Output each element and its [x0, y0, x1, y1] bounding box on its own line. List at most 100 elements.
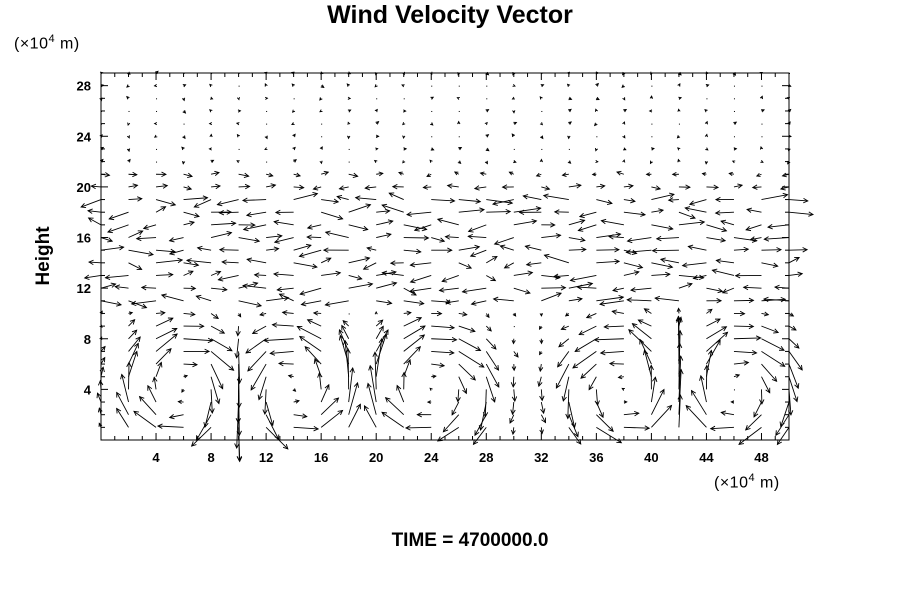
arrow-head — [493, 240, 500, 246]
vector-arrow — [217, 199, 239, 206]
arrow-head — [457, 160, 462, 164]
vector-dot — [513, 326, 515, 328]
vector-arrow — [651, 262, 673, 268]
arrow-head — [131, 329, 138, 336]
vector-arrow — [367, 247, 377, 251]
vector-arrow — [588, 376, 597, 390]
arrow-head — [230, 220, 237, 227]
arrow-head — [319, 160, 323, 165]
arrow-head — [557, 361, 563, 368]
arrow-head — [116, 301, 123, 307]
arrow-head — [572, 363, 578, 369]
arrow-head — [478, 425, 485, 431]
vector-arrow — [266, 297, 289, 302]
arrow-head — [141, 303, 148, 309]
arrow-head — [585, 313, 592, 319]
vector-dot — [761, 123, 763, 125]
arrow-head — [484, 160, 488, 165]
vector-arrow — [543, 195, 569, 200]
vector-dot — [348, 161, 350, 163]
y-tick-label: 12 — [77, 281, 91, 296]
vector-arrow — [706, 326, 727, 340]
vector-arrow — [254, 274, 267, 276]
arrow-head — [132, 183, 139, 189]
vector-arrow — [238, 237, 260, 242]
vector-arrow — [761, 313, 769, 316]
vector-arrow — [128, 300, 147, 309]
vector-arrow — [375, 326, 384, 339]
vector-arrow — [525, 245, 542, 251]
arrow-head — [192, 361, 198, 368]
arrow-head — [524, 244, 531, 250]
arrow-head — [458, 146, 463, 151]
time-readout: TIME = 4700000.0 — [391, 530, 549, 551]
arrow-head — [236, 402, 242, 409]
arrow-head — [485, 313, 490, 319]
arrow-head — [789, 312, 795, 317]
vector-arrow — [512, 401, 515, 415]
vector-arrow — [788, 338, 800, 349]
arrow-head — [388, 192, 395, 198]
vector-arrow — [273, 273, 294, 276]
arrow-head — [746, 207, 752, 213]
vector-arrow — [325, 231, 349, 238]
arrow-head — [539, 122, 544, 126]
arrow-head — [525, 261, 532, 267]
arrow-head — [538, 325, 543, 330]
vector-arrow — [596, 414, 614, 432]
vector-arrow — [157, 425, 184, 428]
arrow-head — [728, 171, 733, 177]
arrow-head — [579, 218, 586, 225]
arrow-head — [203, 422, 209, 428]
arrow-head — [160, 293, 167, 299]
arrow-head — [675, 315, 682, 322]
arrow-head — [438, 287, 445, 293]
arrow-head — [744, 425, 751, 431]
arrow-head — [235, 418, 241, 424]
vector-arrow — [594, 338, 624, 341]
vector-dot — [266, 161, 268, 163]
arrow-head — [209, 96, 214, 100]
vector-arrow — [706, 308, 713, 314]
arrow-head — [384, 208, 391, 214]
vector-arrow — [136, 237, 157, 240]
arrow-head — [717, 287, 724, 294]
arrow-head — [181, 160, 186, 165]
arrow-head — [80, 203, 87, 209]
arrow-head — [478, 362, 485, 368]
vector-arrow — [568, 219, 585, 226]
vector-arrow — [574, 338, 597, 352]
arrow-head — [793, 396, 799, 403]
arrow-head — [595, 82, 599, 87]
vector-arrow — [788, 211, 814, 215]
arrow-head — [135, 336, 141, 342]
arrow-head — [684, 206, 691, 212]
vector-arrow — [348, 404, 361, 428]
vector-arrow — [493, 298, 514, 302]
vector-arrow — [341, 325, 350, 339]
vector-arrow — [266, 173, 273, 177]
vector-arrow — [788, 199, 808, 202]
vector-arrow — [485, 363, 500, 388]
arrow-head — [537, 381, 543, 388]
arrow-head — [96, 392, 102, 399]
vector-arrow — [265, 414, 280, 440]
arrow-head — [482, 411, 489, 418]
vector-arrow — [258, 376, 267, 400]
arrow-head — [540, 408, 546, 415]
arrow-head — [739, 310, 746, 317]
arrow-head — [648, 109, 653, 113]
arrow-head — [436, 436, 443, 442]
arrow-head — [734, 273, 741, 279]
arrow-head — [235, 122, 240, 126]
arrow-head — [375, 147, 379, 151]
vector-arrow — [689, 199, 707, 205]
vector-dot — [156, 148, 158, 150]
vector-arrow — [578, 224, 597, 231]
arrow-head — [281, 310, 288, 316]
vector-arrow — [738, 426, 762, 445]
vector-arrow — [169, 414, 184, 418]
vector-arrow — [628, 329, 652, 352]
arrow-head — [544, 185, 551, 191]
arrow-head — [659, 257, 666, 263]
